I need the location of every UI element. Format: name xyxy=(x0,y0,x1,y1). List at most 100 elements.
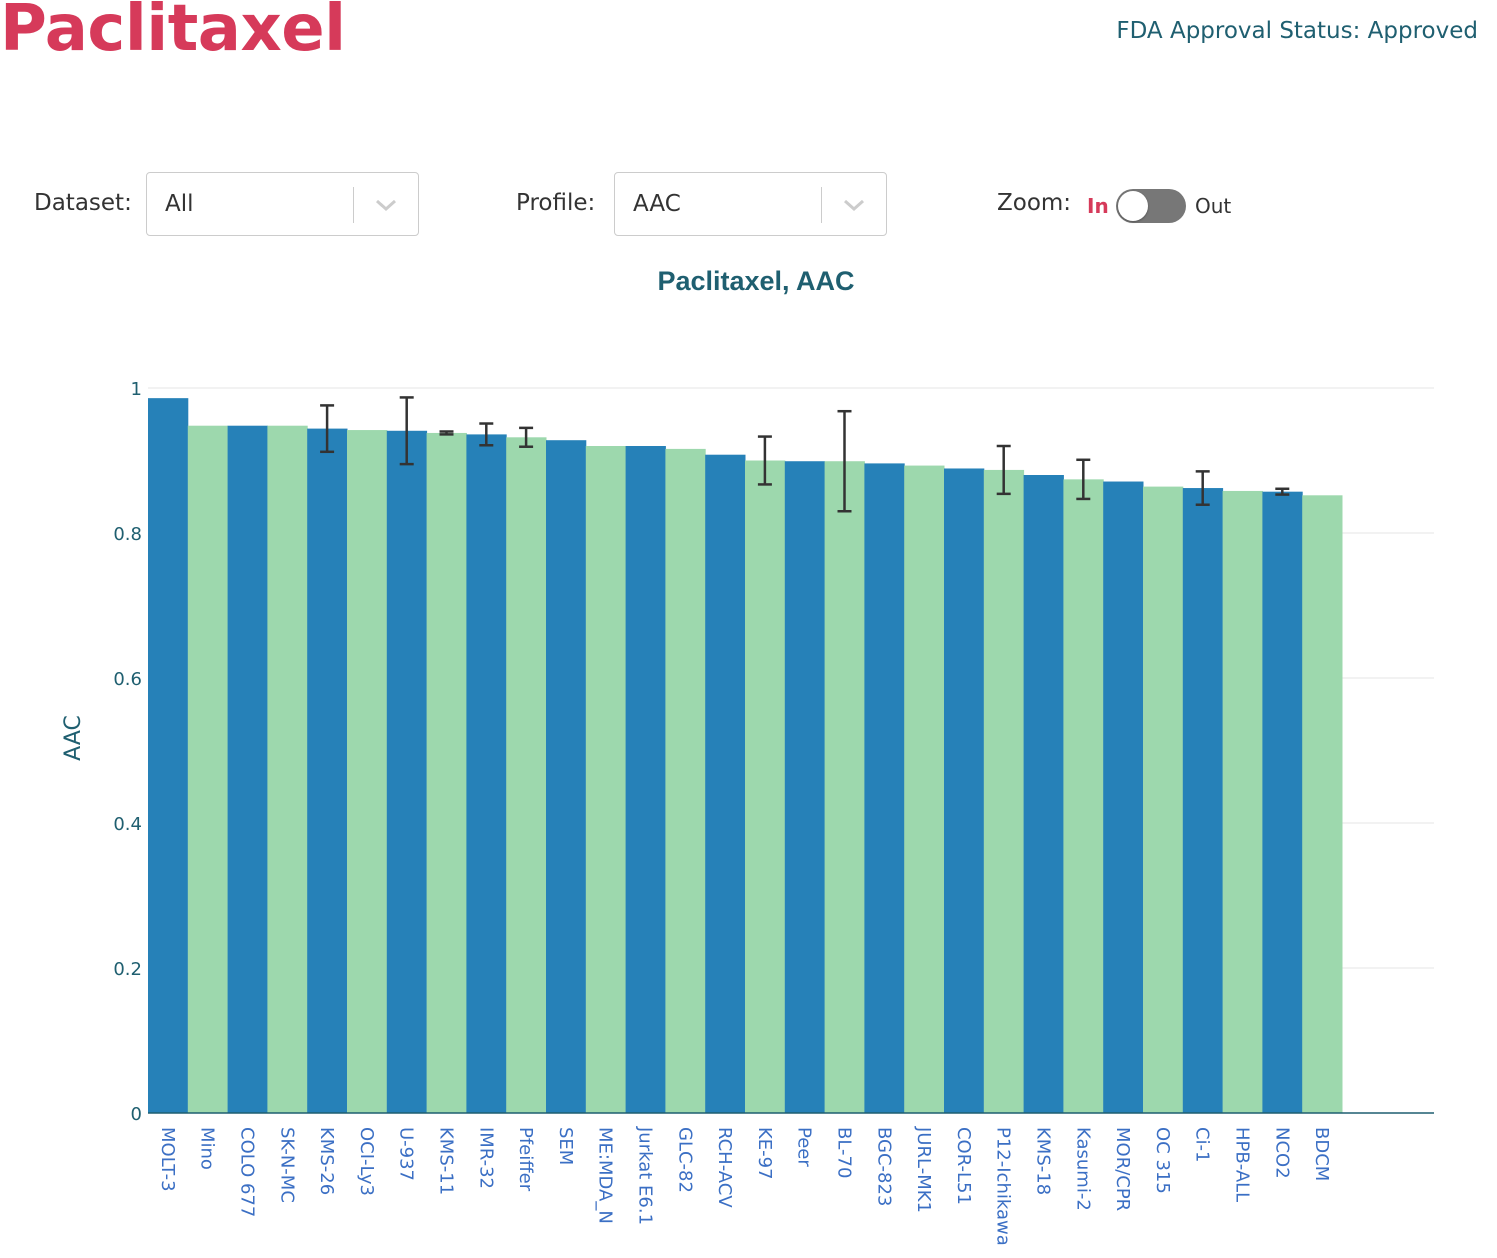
x-tick-label: BL-70 xyxy=(834,1127,855,1178)
x-tick-label: Peer xyxy=(794,1127,815,1167)
zoom-label: Zoom: xyxy=(997,190,1072,216)
x-tick-labels: MOLT-3 Mino COLO 677 SK-N-MC KMS-26 OCI-Ly3 U-… xyxy=(157,1126,1332,1246)
error-bar xyxy=(519,426,534,448)
error-bar xyxy=(399,396,414,466)
fda-approval-status: FDA Approval Status: Approved xyxy=(1116,18,1478,44)
bar[interactable] xyxy=(426,432,467,1113)
zoom-in-label[interactable]: In xyxy=(1087,194,1109,218)
error-bar xyxy=(320,404,335,454)
bar[interactable] xyxy=(1143,486,1184,1114)
bar[interactable] xyxy=(307,428,348,1114)
profile-select[interactable]: AAC xyxy=(614,172,887,236)
x-tick-label: JURL-MK1 xyxy=(913,1126,934,1213)
y-tick-label: 0.6 xyxy=(113,669,142,690)
error-bar xyxy=(837,409,852,513)
y-tick-labels: 0 0.2 0.4 0.6 0.8 1 xyxy=(113,379,142,1125)
bar[interactable] xyxy=(1302,495,1343,1113)
axes: AAC xyxy=(61,715,1434,1114)
chart-title: Paclitaxel, AAC xyxy=(657,266,855,296)
bar[interactable] xyxy=(585,446,627,1113)
bar[interactable] xyxy=(466,434,507,1113)
y-tick-label: 1 xyxy=(131,379,142,400)
bar[interactable] xyxy=(148,398,189,1113)
error-bar xyxy=(757,435,772,486)
bar[interactable] xyxy=(227,425,268,1113)
bar[interactable] xyxy=(1182,488,1224,1113)
bar[interactable] xyxy=(1262,491,1303,1113)
bar[interactable] xyxy=(824,461,865,1114)
bar[interactable] xyxy=(705,454,746,1113)
bar[interactable] xyxy=(347,430,388,1113)
y-axis-label: AAC xyxy=(61,715,86,761)
zoom-out-label[interactable]: Out xyxy=(1195,194,1232,218)
bar[interactable] xyxy=(864,463,905,1113)
x-tick-label: ME:MDA_N xyxy=(595,1127,616,1224)
bar[interactable] xyxy=(187,425,229,1113)
x-tick-label: IMR-32 xyxy=(475,1127,496,1189)
x-tick-label: BGC-823 xyxy=(873,1127,894,1206)
drug-title: Paclitaxel xyxy=(0,0,346,66)
x-tick-label: COR-L51 xyxy=(953,1127,974,1205)
bar[interactable] xyxy=(1023,475,1064,1113)
x-tick-label: MOR/CPR xyxy=(1112,1127,1133,1211)
x-tick-label: Jurkat E6.1 xyxy=(635,1126,656,1225)
dataset-label: Dataset: xyxy=(34,190,132,216)
x-tick-label: OC 315 xyxy=(1152,1127,1173,1194)
bar[interactable] xyxy=(904,465,945,1113)
x-tick-label: KMS-11 xyxy=(436,1127,457,1195)
x-tick-label: Mino xyxy=(197,1127,218,1170)
chevron-down-icon[interactable] xyxy=(374,195,398,215)
error-bar xyxy=(1275,487,1290,496)
error-bars xyxy=(320,396,1290,513)
error-bar xyxy=(996,444,1011,496)
x-tick-label: MOLT-3 xyxy=(157,1127,178,1192)
error-bar xyxy=(1076,458,1091,501)
bar[interactable] xyxy=(267,425,308,1113)
bar[interactable] xyxy=(386,430,428,1113)
bar[interactable] xyxy=(1222,490,1263,1113)
profile-label: Profile: xyxy=(516,190,596,216)
profile-select-value: AAC xyxy=(633,191,681,217)
x-tick-label: Kasumi-2 xyxy=(1072,1127,1093,1211)
x-tick-label: Ci-1 xyxy=(1192,1127,1213,1163)
bar[interactable] xyxy=(1103,481,1144,1113)
dataset-select-value: All xyxy=(165,191,194,217)
y-tick-label: 0.4 xyxy=(113,814,142,835)
x-tick-label: U-937 xyxy=(396,1127,417,1181)
chevron-down-icon[interactable] xyxy=(842,195,866,215)
bar[interactable] xyxy=(506,437,547,1113)
bar[interactable] xyxy=(745,460,786,1114)
x-tick-label: RCH-ACV xyxy=(714,1127,735,1208)
dataset-select[interactable]: All xyxy=(146,172,419,236)
zoom-toggle[interactable] xyxy=(1116,189,1186,223)
dataset-select-divider xyxy=(353,187,354,223)
bar[interactable] xyxy=(1063,479,1104,1114)
bar[interactable] xyxy=(784,461,826,1114)
profile-select-divider xyxy=(821,187,822,223)
bar[interactable] xyxy=(625,446,666,1113)
bar[interactable] xyxy=(983,469,1025,1113)
bar[interactable] xyxy=(665,448,706,1113)
x-tick-label: Pfeiffer xyxy=(515,1127,536,1192)
x-tick-label: P12-Ichikawa xyxy=(993,1127,1014,1246)
x-tick-label: GLC-82 xyxy=(674,1127,695,1193)
bar[interactable] xyxy=(944,468,985,1114)
error-bar xyxy=(1195,470,1210,506)
x-tick-label: HPB-ALL xyxy=(1232,1127,1253,1202)
x-tick-label: OCI-Ly3 xyxy=(356,1127,377,1196)
x-tick-label: KMS-18 xyxy=(1033,1127,1054,1195)
error-bar xyxy=(439,430,454,436)
bars xyxy=(148,398,1343,1114)
x-tick-label: COLO 677 xyxy=(237,1127,258,1217)
zoom-toggle-knob[interactable] xyxy=(1118,191,1148,221)
x-tick-label: KE-97 xyxy=(754,1127,775,1180)
bar[interactable] xyxy=(546,440,587,1113)
x-tick-label: KMS-26 xyxy=(316,1127,337,1195)
x-tick-label: BDCM xyxy=(1311,1127,1332,1181)
error-bar xyxy=(479,422,494,447)
x-tick-label: NCO2 xyxy=(1271,1127,1292,1179)
y-tick-label: 0.2 xyxy=(113,959,142,980)
x-tick-label: SK-N-MC xyxy=(276,1127,297,1203)
y-tick-label: 0.8 xyxy=(113,524,142,545)
